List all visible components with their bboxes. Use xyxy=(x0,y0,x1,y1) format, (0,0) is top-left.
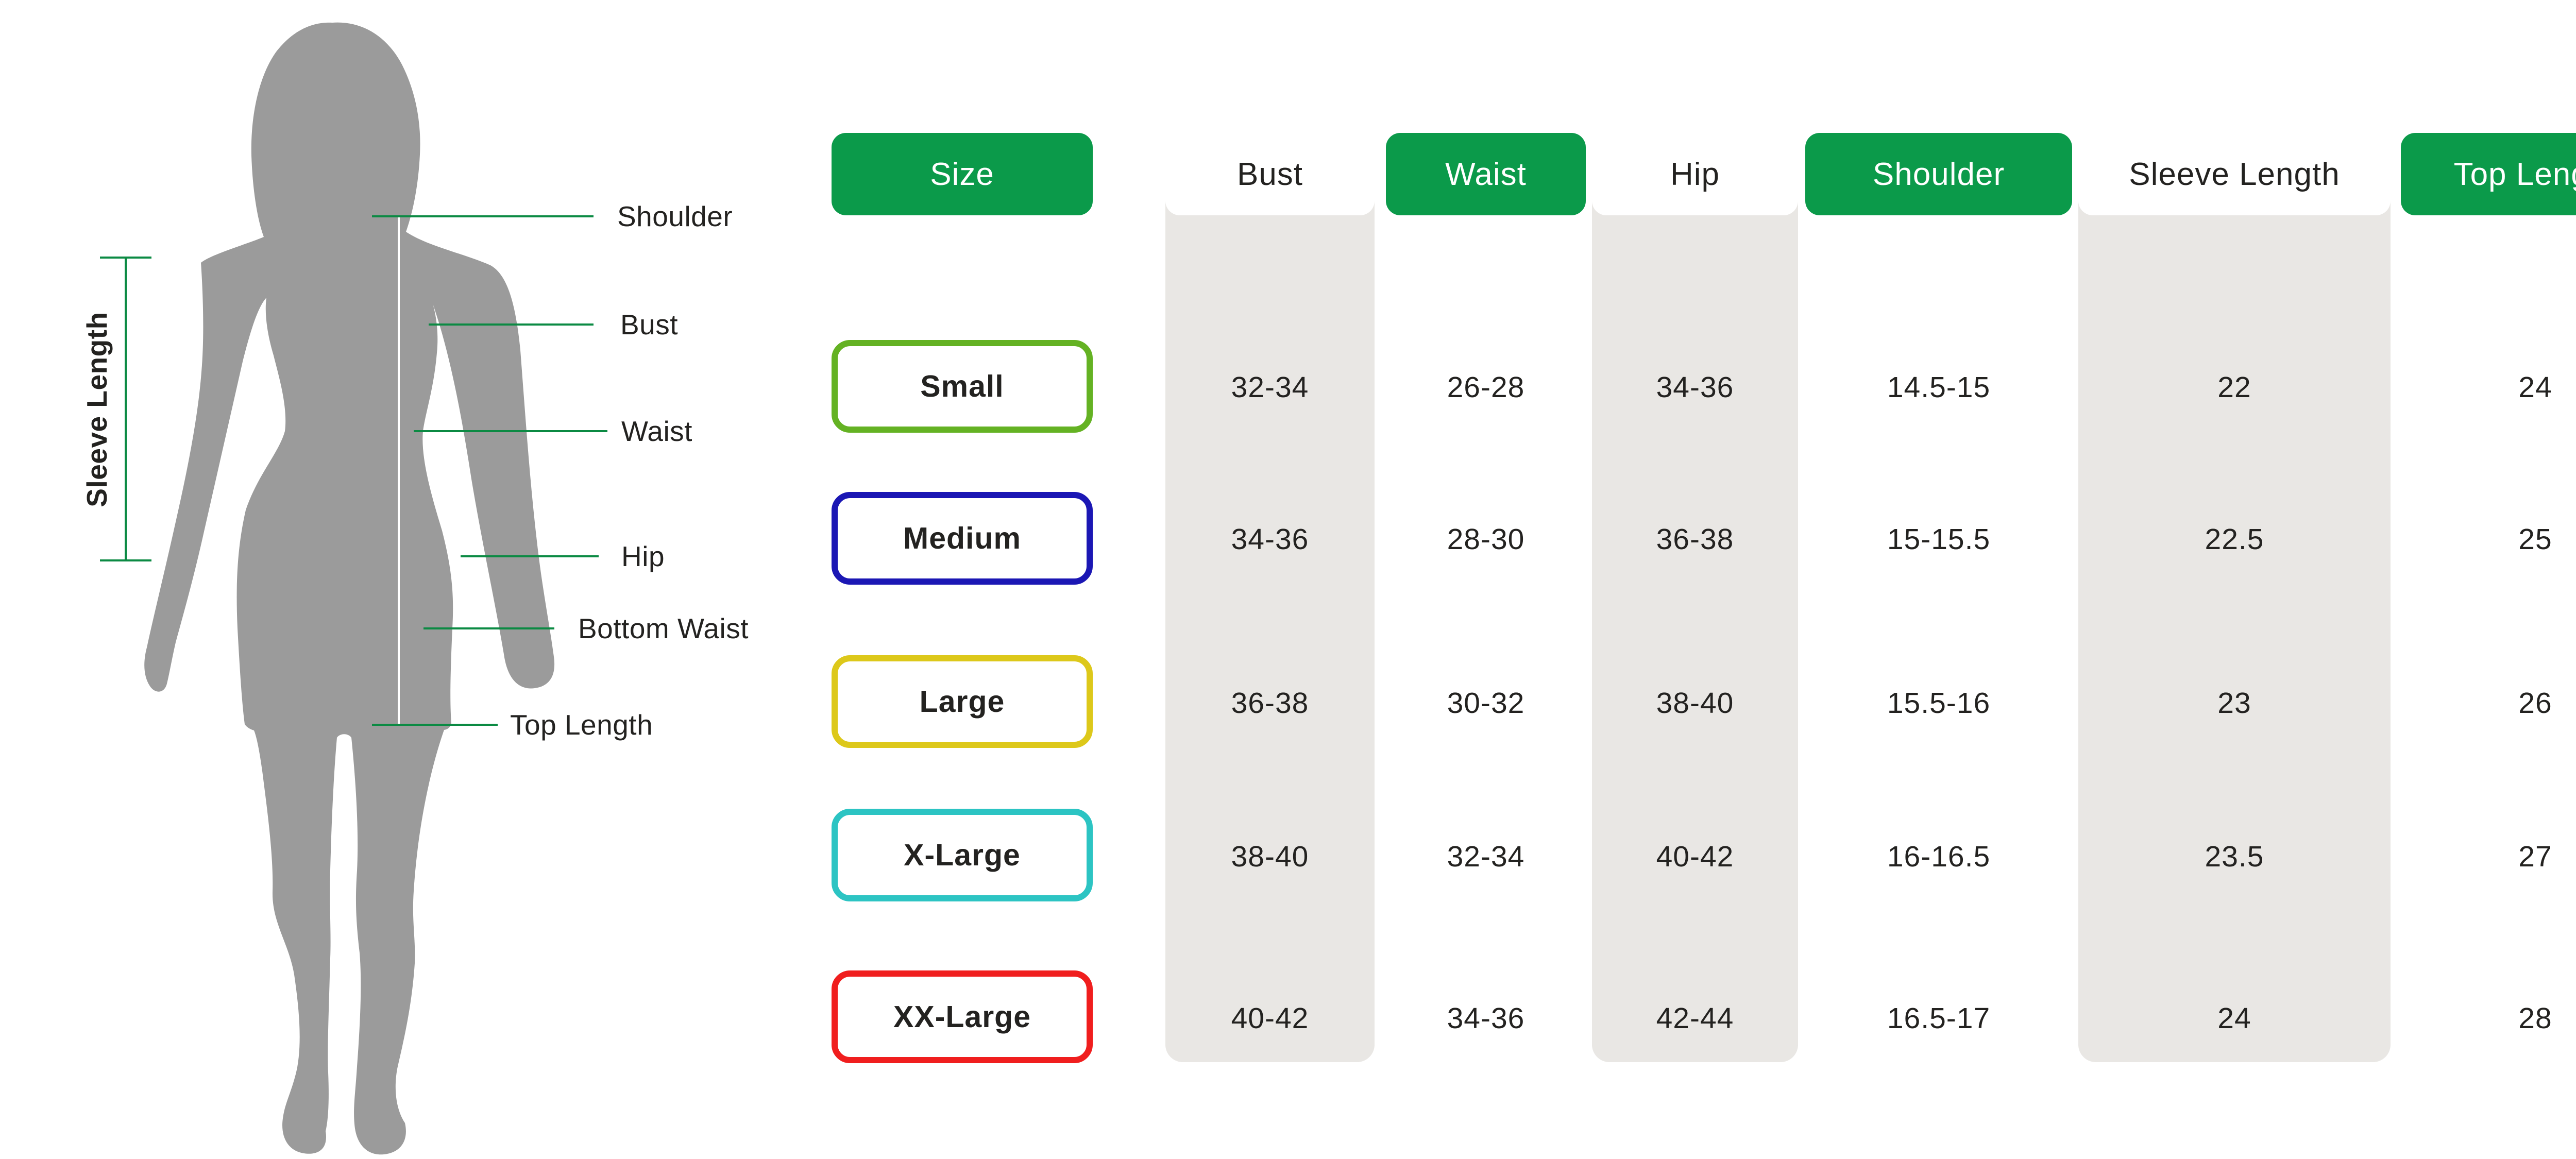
cell-bust-medium: 34-36 xyxy=(1231,523,1309,556)
cell-shoulder-small: 14.5-15 xyxy=(1887,371,1991,404)
cell-waist-x-large: 32-34 xyxy=(1447,840,1525,873)
size-button-large[interactable]: Large xyxy=(832,655,1093,748)
cell-hip-large: 38-40 xyxy=(1656,687,1734,720)
cell-hip-xx-large: 42-44 xyxy=(1656,1002,1734,1035)
cell-bust-large: 36-38 xyxy=(1231,687,1309,720)
cell-waist-large: 30-32 xyxy=(1447,687,1525,720)
label-waist: Waist xyxy=(621,415,692,447)
cell-hip-x-large: 40-42 xyxy=(1656,840,1734,873)
cell-hip-small: 34-36 xyxy=(1656,371,1734,404)
label-shoulder: Shoulder xyxy=(617,200,733,232)
cell-waist-small: 26-28 xyxy=(1447,371,1525,404)
column-bg-bust xyxy=(1165,135,1375,1062)
column-header-size: Size xyxy=(832,133,1093,215)
center-measure-line xyxy=(398,216,400,725)
column-header-waist: Waist xyxy=(1386,133,1586,215)
hip-line xyxy=(461,555,599,557)
column-header-sleeve-length: Sleeve Length xyxy=(2078,133,2391,215)
cell-bust-xx-large: 40-42 xyxy=(1231,1002,1309,1035)
label-bottom-waist: Bottom Waist xyxy=(578,612,749,644)
column-header-bust: Bust xyxy=(1165,133,1375,215)
size-button-small[interactable]: Small xyxy=(832,340,1093,433)
cell-shoulder-medium: 15-15.5 xyxy=(1887,523,1991,556)
cell-hip-medium: 36-38 xyxy=(1656,523,1734,556)
waist-line xyxy=(414,430,607,432)
label-top-length: Top Length xyxy=(510,709,653,741)
cell-sleeve-length-medium: 22.5 xyxy=(2205,523,2264,556)
column-bg-sleeve-length xyxy=(2078,135,2391,1062)
bust-line xyxy=(429,323,594,326)
cell-waist-medium: 28-30 xyxy=(1447,523,1525,556)
column-bg-hip xyxy=(1592,135,1798,1062)
label-hip: Hip xyxy=(621,540,665,572)
cell-top-length-xx-large: 28 xyxy=(2518,1002,2552,1035)
column-header-top-length: Top Length xyxy=(2401,133,2576,215)
sleeve-tick-top xyxy=(100,257,151,259)
column-header-hip: Hip xyxy=(1592,133,1798,215)
cell-sleeve-length-small: 22 xyxy=(2217,371,2251,404)
cell-shoulder-x-large: 16-16.5 xyxy=(1887,840,1991,873)
cell-top-length-small: 24 xyxy=(2518,371,2552,404)
shoulder-line xyxy=(372,215,594,217)
cell-top-length-large: 26 xyxy=(2518,687,2552,720)
top-length-line xyxy=(372,724,498,726)
cell-shoulder-xx-large: 16.5-17 xyxy=(1887,1002,1991,1035)
sleeve-tick-bottom xyxy=(100,559,151,561)
cell-bust-small: 32-34 xyxy=(1231,371,1309,404)
size-button-medium[interactable]: Medium xyxy=(832,492,1093,585)
cell-top-length-x-large: 27 xyxy=(2518,840,2552,873)
cell-shoulder-large: 15.5-16 xyxy=(1887,687,1991,720)
column-header-shoulder: Shoulder xyxy=(1805,133,2072,215)
cell-sleeve-length-x-large: 23.5 xyxy=(2205,840,2264,873)
cell-sleeve-length-large: 23 xyxy=(2217,687,2251,720)
cell-bust-x-large: 38-40 xyxy=(1231,840,1309,873)
cell-waist-xx-large: 34-36 xyxy=(1447,1002,1525,1035)
body-silhouette xyxy=(144,22,555,1155)
silhouette-shape xyxy=(144,22,555,1155)
size-button-xx-large[interactable]: XX-Large xyxy=(832,970,1093,1063)
cell-sleeve-length-xx-large: 24 xyxy=(2217,1002,2251,1035)
cell-top-length-medium: 25 xyxy=(2518,523,2552,556)
label-sleeve-length: Sleeve Length xyxy=(81,312,113,507)
bottom-waist-line xyxy=(423,627,554,629)
size-button-x-large[interactable]: X-Large xyxy=(832,809,1093,901)
sleeve-length-line xyxy=(125,258,127,561)
label-bust: Bust xyxy=(620,309,679,340)
